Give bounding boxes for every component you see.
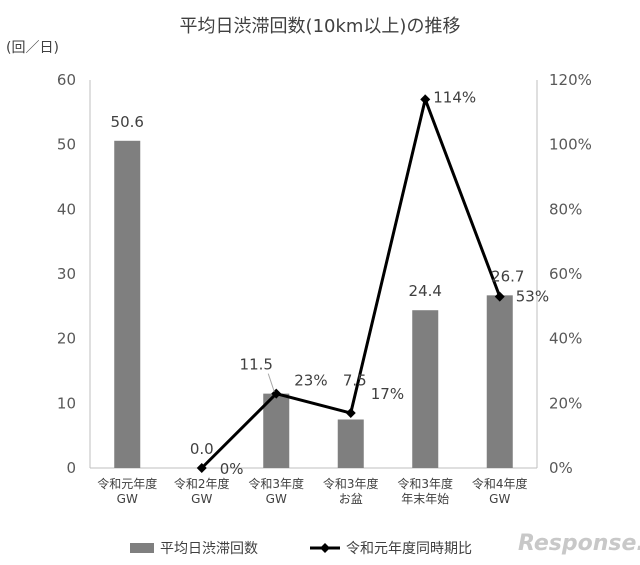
- line-marker: [494, 291, 505, 302]
- y-tick-label: 40: [57, 200, 76, 218]
- legend-bar-swatch: [130, 543, 154, 553]
- bar-value-label: 0.0: [190, 440, 214, 458]
- x-tick-label: GW: [117, 492, 138, 506]
- x-tick-label: GW: [489, 492, 510, 506]
- line-series: [196, 94, 505, 473]
- x-tick-label: GW: [191, 492, 212, 506]
- y-tick-label: 60: [57, 71, 76, 89]
- x-tick-label: GW: [266, 492, 287, 506]
- y2-tick-label: 120%: [549, 71, 592, 89]
- legend-bar-label: 平均日渋滞回数: [160, 541, 258, 557]
- x-tick-label: 令和4年度: [472, 476, 528, 491]
- data-labels: 50.6 0.0 11.5 7.5 24.4 26.7 0% 23% 17% 114% 53%: [111, 88, 550, 478]
- line-marker: [196, 463, 207, 473]
- bar-value-label: 24.4: [409, 282, 442, 300]
- y2-tick-label: 20%: [549, 394, 582, 412]
- y-tick-label: 0: [66, 459, 76, 477]
- x-tick-label: 年末年始: [401, 492, 449, 506]
- bar-value-label: 11.5: [240, 356, 273, 374]
- x-tick-label: お盆: [339, 492, 363, 506]
- x-tick-label: 令和3年度: [323, 476, 379, 491]
- line-marker: [420, 94, 431, 105]
- bar: [337, 419, 364, 468]
- y-axis-unit-label: (回／日): [6, 40, 59, 56]
- x-tick-label: 令和3年度: [248, 476, 304, 491]
- bar-series: [114, 140, 513, 468]
- y2-tick-label: 40%: [549, 330, 582, 348]
- bar-value-label: 50.6: [111, 113, 144, 131]
- line-value-label: 17%: [371, 385, 404, 403]
- chart-title: 平均日渋滞回数(10km以上)の推移: [180, 16, 461, 37]
- watermark-logo: Response.: [518, 531, 640, 556]
- line-value-label: 23%: [294, 372, 327, 390]
- y-tick-label: 20: [57, 330, 76, 348]
- bar-value-label: 7.5: [343, 372, 367, 390]
- legend: 平均日渋滞回数 令和元年度同時期比: [130, 541, 472, 557]
- line-value-label: 114%: [433, 88, 476, 106]
- legend-line-label: 令和元年度同時期比: [346, 541, 472, 557]
- line-marker: [345, 408, 356, 419]
- x-tick-label: 令和元年度: [97, 476, 157, 491]
- bar: [412, 310, 439, 468]
- line-value-label: 0%: [220, 460, 244, 478]
- y-tick-label: 30: [57, 265, 76, 283]
- leader-line: [267, 373, 275, 392]
- line-value-label: 53%: [516, 288, 549, 306]
- axes: 0 10 20 30 40 50 60 0% 20% 40% 60% 80% 100% 120% 令和元年度…: [57, 71, 592, 506]
- y-tick-label: 10: [57, 394, 76, 412]
- bar: [114, 140, 141, 468]
- bar: [486, 295, 513, 468]
- y2-tick-label: 100%: [549, 136, 592, 154]
- bar: [263, 393, 290, 468]
- x-tick-label: 令和2年度: [174, 476, 230, 491]
- y2-tick-label: 80%: [549, 200, 582, 218]
- y2-tick-label: 0%: [549, 459, 573, 477]
- y-tick-label: 50: [57, 136, 76, 154]
- x-tick-label: 令和3年度: [397, 476, 453, 491]
- legend-line-marker: [320, 543, 330, 553]
- bar-value-label: 26.7: [491, 267, 524, 285]
- y2-tick-label: 60%: [549, 265, 582, 283]
